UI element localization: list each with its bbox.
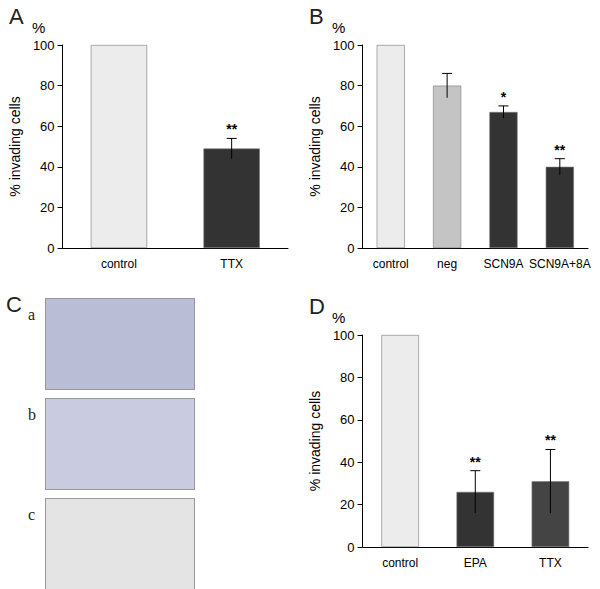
svg-text:%: % (332, 19, 345, 36)
svg-text:%: % (332, 309, 345, 326)
svg-text:20: 20 (40, 200, 54, 215)
svg-text:0: 0 (47, 241, 54, 256)
svg-text:20: 20 (340, 200, 354, 215)
svg-text:20: 20 (340, 497, 354, 512)
html-text:b: b (28, 406, 36, 423)
svg-text:**: ** (545, 432, 556, 448)
svg-text:60: 60 (40, 119, 54, 134)
html-text:c: c (28, 506, 36, 523)
svg-text:0: 0 (347, 540, 354, 555)
svg-text:% invading cells: % invading cells (7, 96, 23, 196)
svg-text:TTX: TTX (539, 556, 562, 570)
svg-text:100: 100 (333, 38, 355, 53)
svg-text:control: control (101, 257, 137, 271)
svg-text:SCN9A+8A: SCN9A+8A (529, 257, 591, 271)
svg-text:control: control (373, 257, 409, 271)
html-text:C a: C a (6, 292, 36, 323)
svg-text:100: 100 (333, 328, 355, 343)
svg-text:% invading cells: % invading cells (307, 391, 323, 491)
svg-text:100: 100 (33, 38, 55, 53)
svg-text:D: D (309, 294, 325, 319)
svg-text:*: * (501, 89, 507, 105)
svg-text:80: 80 (340, 370, 354, 385)
svg-text:0: 0 (347, 241, 354, 256)
svg-text:TTX: TTX (220, 257, 243, 271)
svg-text:80: 80 (340, 78, 354, 93)
svg-text:B: B (309, 4, 324, 29)
svg-text:%: % (32, 19, 45, 36)
svg-text:60: 60 (340, 412, 354, 427)
svg-text:A: A (9, 4, 24, 29)
svg-text:40: 40 (340, 455, 354, 470)
svg-text:SCN9A: SCN9A (483, 257, 523, 271)
svg-text:% invading cells: % invading cells (307, 96, 323, 196)
svg-text:40: 40 (40, 159, 54, 174)
svg-text:80: 80 (40, 78, 54, 93)
svg-text:control: control (382, 556, 418, 570)
svg-text:40: 40 (340, 159, 354, 174)
svg-text:60: 60 (340, 119, 354, 134)
svg-text:**: ** (470, 454, 481, 470)
svg-text:**: ** (554, 142, 565, 158)
svg-text:EPA: EPA (464, 556, 487, 570)
svg-text:neg: neg (437, 257, 457, 271)
svg-text:**: ** (226, 121, 237, 137)
